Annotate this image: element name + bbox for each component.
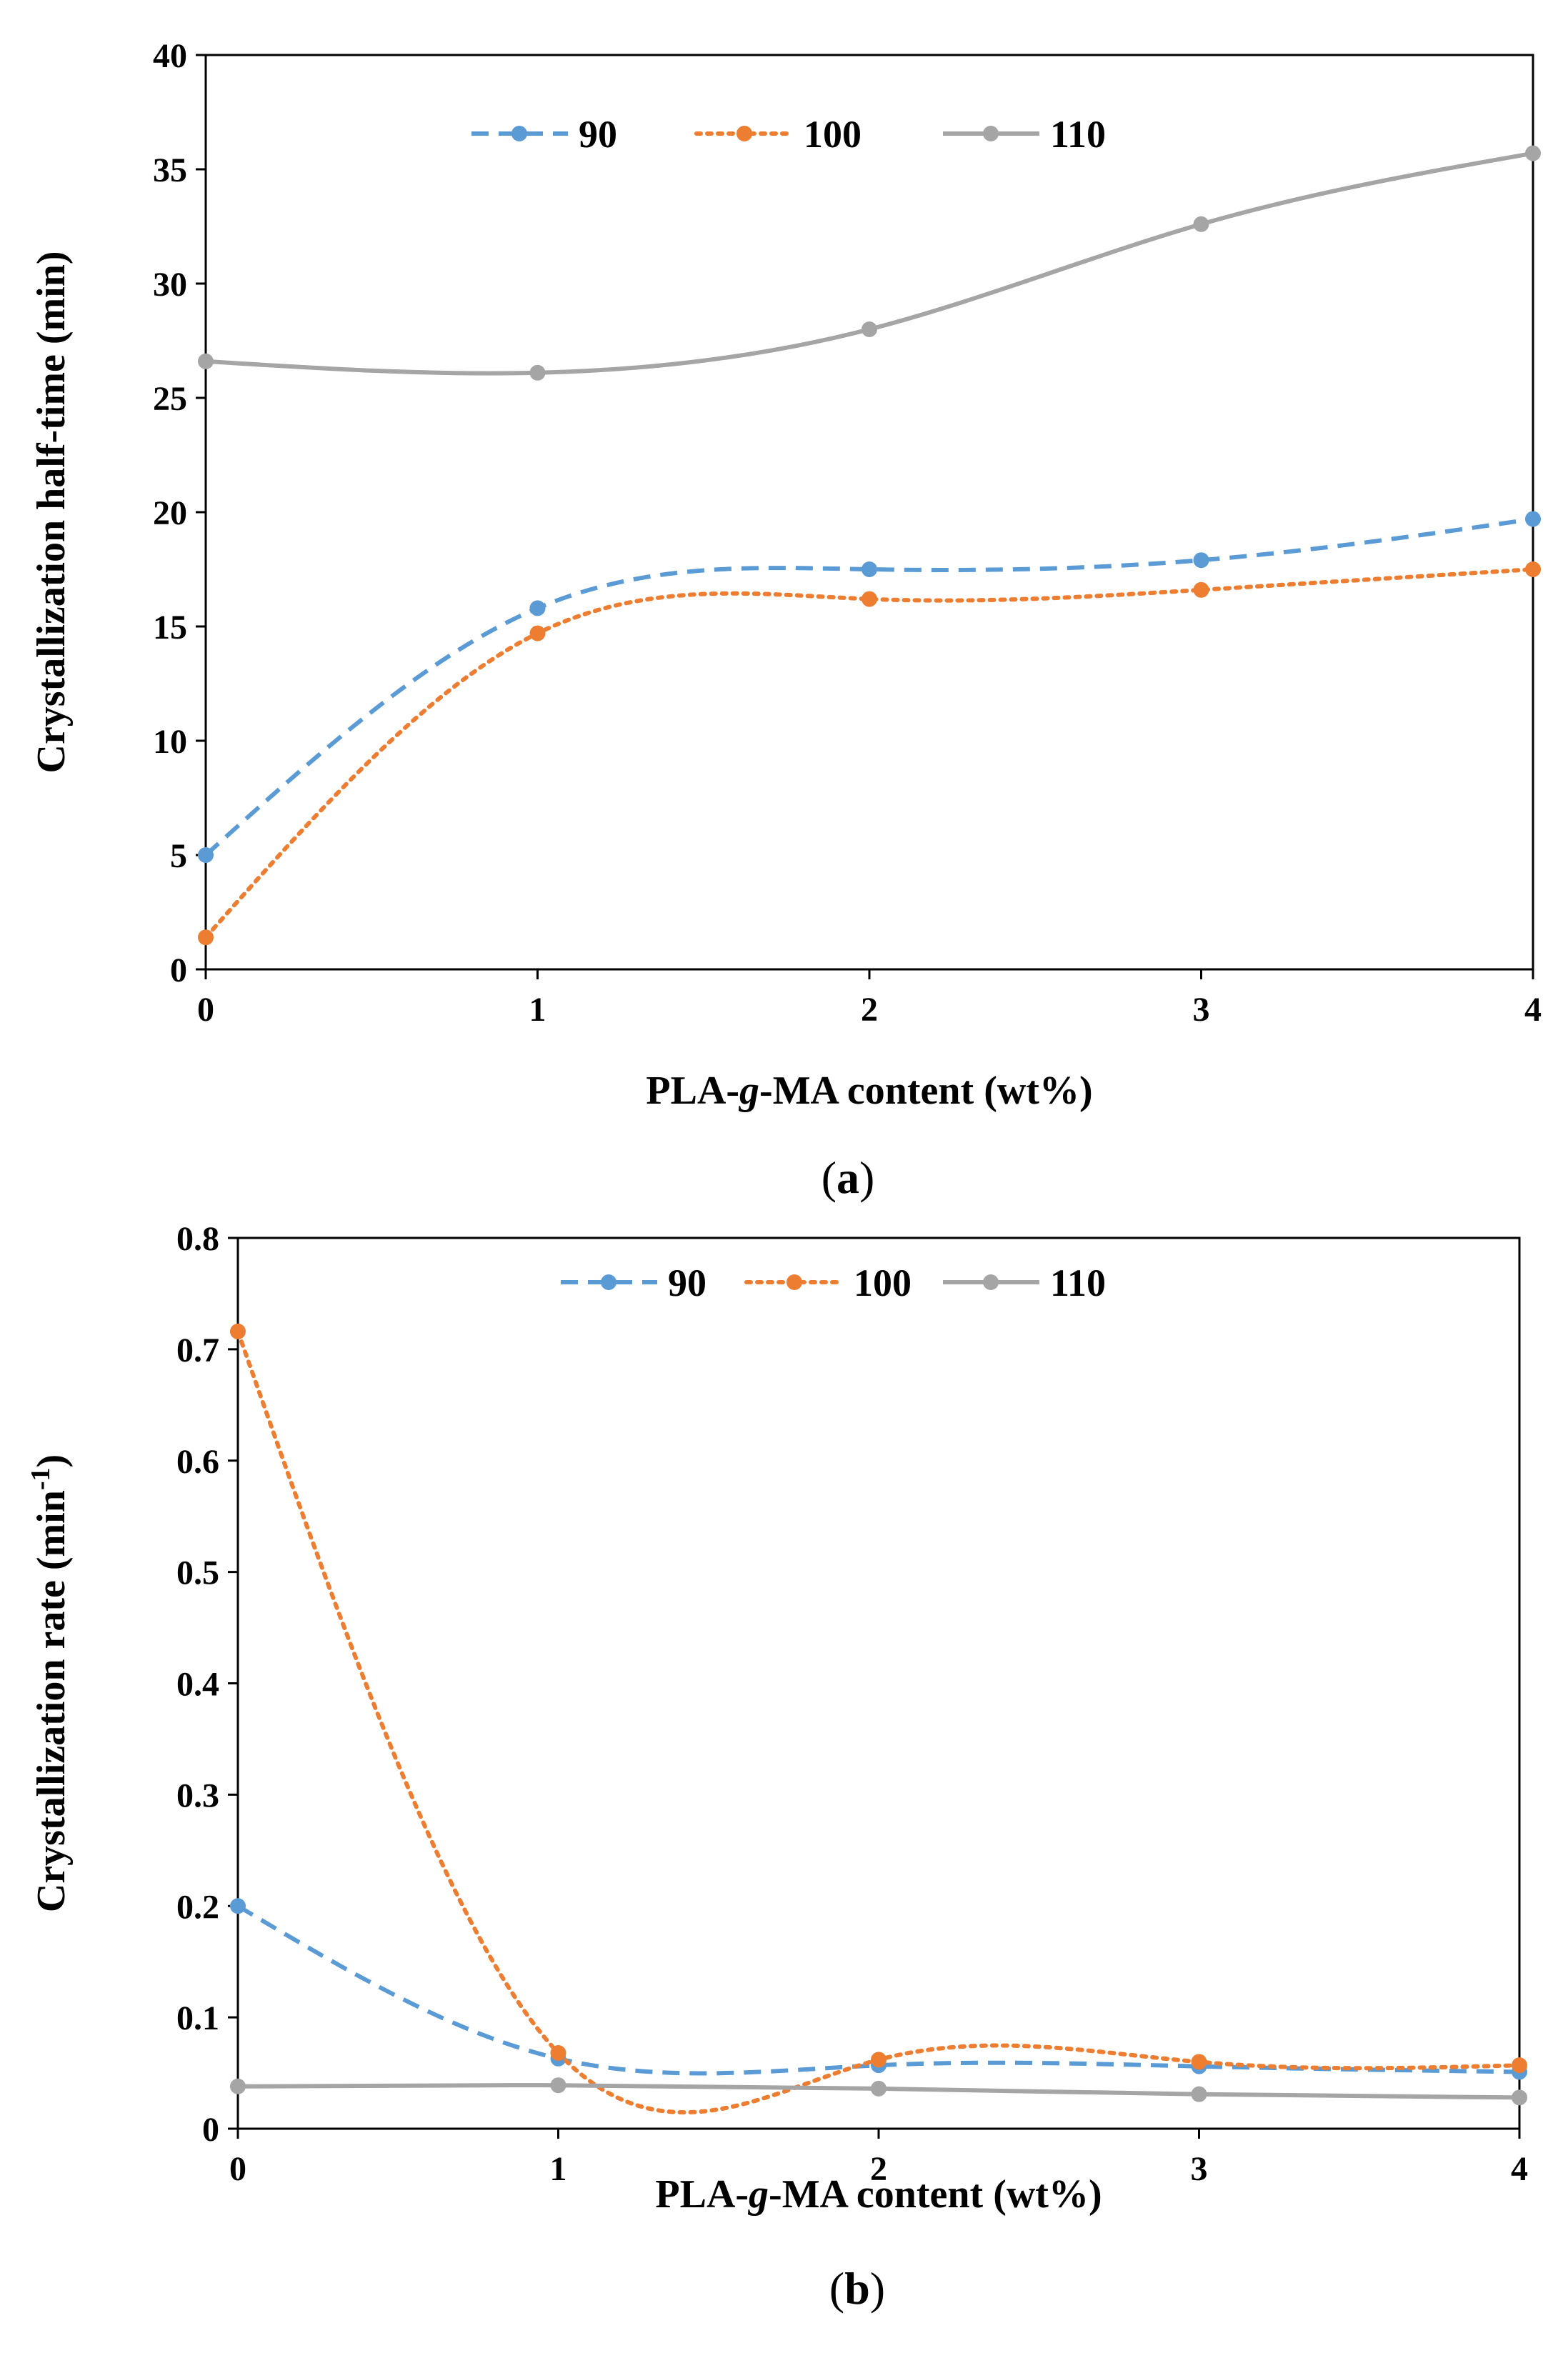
y-axis-title: Crystallization rate (min-1): [26, 1454, 74, 1912]
data-point-100: [871, 2052, 887, 2068]
y-tick-label: 0.8: [176, 1220, 219, 1258]
x-tick-label: 1: [550, 2150, 567, 2188]
legend-item-100: 100: [744, 1262, 912, 1304]
data-point-110: [1193, 216, 1209, 232]
x-tick-label: 0: [197, 991, 214, 1029]
x-tick-label: 0: [229, 2150, 246, 2188]
y-tick-label: 0.1: [176, 1999, 219, 2037]
data-point-110: [862, 321, 877, 337]
x-tick-label: 4: [1524, 991, 1542, 1029]
data-point-90: [230, 1898, 246, 1914]
legend-label: 90: [668, 1262, 706, 1304]
data-point-90: [529, 600, 546, 616]
series-line-100: [204, 567, 1535, 940]
y-tick-label: 0.5: [176, 1554, 219, 1592]
y-tick-label: 10: [153, 723, 187, 761]
x-tick-label: 4: [1511, 2150, 1528, 2188]
chart-panel-a: 0 5 10 15 20 25 30 35 40 0 1 2 3 4 PLA-g-MA content (w…: [29, 37, 1542, 1203]
data-point-110: [871, 2080, 887, 2097]
data-point-100: [529, 625, 546, 641]
plot-area-frame: [236, 1237, 1521, 2130]
panel-label: (a): [822, 1152, 875, 1203]
y-tick-label: 35: [153, 151, 187, 189]
x-tick-label: 1: [529, 991, 546, 1029]
data-point-110: [1525, 145, 1541, 161]
data-point-110: [529, 364, 546, 381]
data-point-110: [198, 353, 214, 369]
series-line-110: [205, 151, 1534, 376]
y-tick-label: 40: [153, 37, 187, 75]
x-tick-label: 3: [1193, 991, 1210, 1029]
data-point-100: [1191, 2054, 1207, 2070]
data-point-100: [1512, 2057, 1527, 2074]
legend-item-110: 110: [943, 1262, 1106, 1304]
data-point-100: [230, 1323, 246, 1339]
series-line-100: [236, 1329, 1522, 2114]
legend-marker: [736, 126, 752, 141]
legend-marker: [787, 1274, 802, 1290]
x-tick-label: 2: [861, 991, 878, 1029]
data-point-100: [1193, 581, 1209, 598]
data-point-110: [550, 2077, 566, 2094]
legend-marker: [983, 1274, 999, 1290]
y-tick-label: 0.2: [176, 1888, 219, 1926]
y-axis-title: Crystallization half-time (min): [29, 251, 74, 774]
data-point-110: [1512, 2089, 1527, 2106]
x-axis-title: PLA-g-MA content (wt%): [655, 2172, 1102, 2217]
y-tick-label: 0.7: [176, 1332, 219, 1369]
chart-panel-b: 0 0.1 0.2 0.3 0.4 0.5 0.6 0.7 0.8 0 1 2 3 4 PLA-g-MA c…: [26, 1220, 1528, 2314]
data-point-110: [230, 2078, 246, 2094]
data-point-90: [198, 847, 214, 863]
data-point-90: [1193, 552, 1209, 569]
data-point-90: [862, 561, 877, 577]
data-point-100: [862, 591, 877, 607]
legend-marker: [601, 1274, 616, 1290]
data-point-100: [1525, 561, 1541, 577]
legend-label: 110: [1050, 1262, 1106, 1304]
y-tick-label: 30: [153, 266, 187, 304]
data-point-90: [1525, 511, 1541, 527]
legend-item-100: 100: [694, 113, 862, 156]
y-tick-label: 0: [170, 951, 187, 989]
data-point-110: [1191, 2086, 1207, 2102]
x-tick-label: 3: [1191, 2150, 1208, 2188]
legend-marker: [511, 126, 527, 141]
legend-item-110: 110: [943, 113, 1106, 156]
y-tick-label: 20: [153, 494, 187, 532]
legend-label: 90: [579, 113, 617, 156]
data-point-100: [550, 2045, 566, 2062]
y-tick-label: 25: [153, 380, 187, 418]
series-line-90: [236, 1904, 1520, 2076]
y-tick-label: 5: [170, 837, 187, 875]
legend-label: 100: [804, 113, 862, 156]
y-tick-label: 0.6: [176, 1443, 219, 1481]
legend-label: 110: [1050, 113, 1106, 156]
y-tick-label: 0: [202, 2111, 219, 2149]
legend-label: 100: [854, 1262, 912, 1304]
x-axis-title: PLA-g-MA content (wt%): [646, 1069, 1092, 1113]
y-tick-label: 0.3: [176, 1777, 219, 1814]
y-tick-label: 0.4: [176, 1666, 219, 1704]
legend-item-90: 90: [561, 1262, 706, 1304]
panel-label: (b): [829, 2263, 885, 2314]
y-tick-label: 15: [153, 609, 187, 646]
legend-item-90: 90: [471, 113, 617, 156]
data-point-100: [198, 929, 214, 946]
x-tick-label: 2: [870, 2150, 887, 2188]
legend-marker: [983, 126, 999, 141]
